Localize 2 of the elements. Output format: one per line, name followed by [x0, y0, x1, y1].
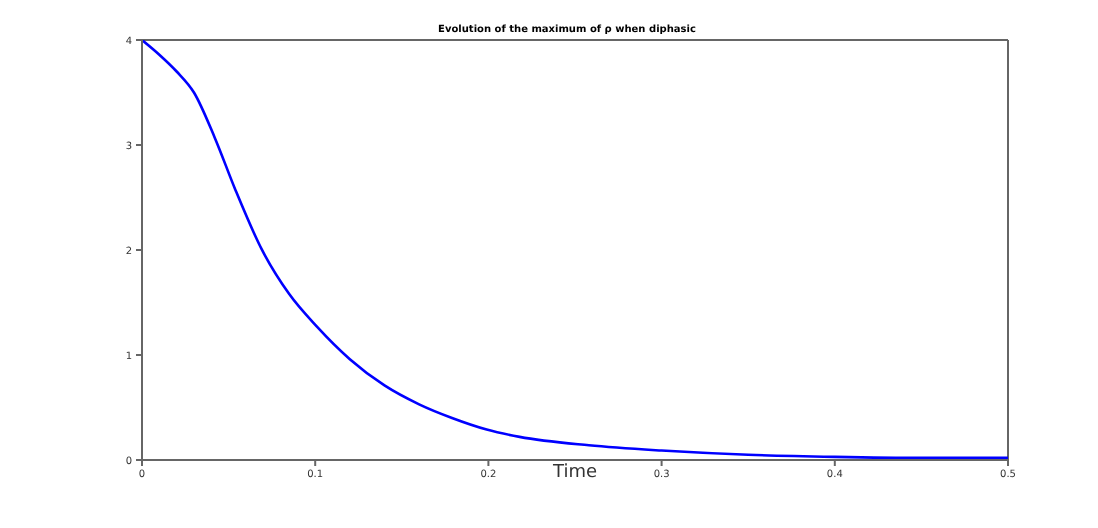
x-axis-title: Time — [550, 462, 598, 483]
line-series — [142, 40, 1008, 460]
